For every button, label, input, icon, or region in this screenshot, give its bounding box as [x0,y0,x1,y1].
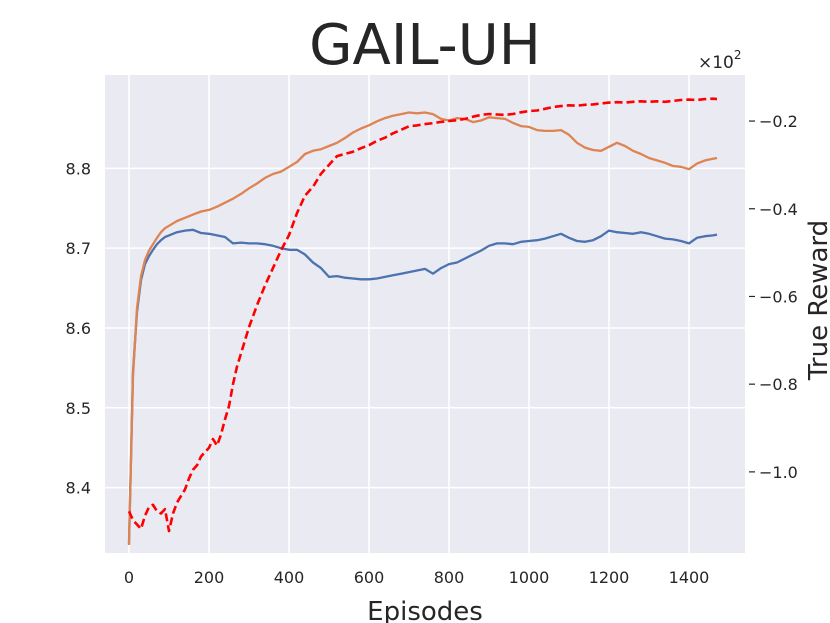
x-tick-label: 800 [434,568,465,587]
plot-area [105,75,745,553]
right-y-tick-label: −0.2 [759,112,798,131]
x-tick-label: 600 [354,568,385,587]
x-tick-label: 0 [124,568,134,587]
left-y-tick-label: 8.5 [66,399,91,418]
right-axis-multiplier-base: ×10 [698,53,734,73]
right-y-tick-label: −0.6 [759,287,798,306]
right-y-tick-label: −0.8 [759,375,798,394]
right-axis-multiplier-exponent: 2 [734,48,742,62]
x-tick-label: 200 [194,568,225,587]
x-tick-label: 1000 [509,568,550,587]
left-y-tick-label: 8.6 [66,319,91,338]
series-line-1 [127,228,718,544]
left-y-tick-label: 8.7 [66,239,91,258]
grid-lines [105,75,745,553]
x-tick-label: 400 [274,568,305,587]
chart-title: GAIL-UH [309,13,541,78]
series-line-3 [127,97,718,533]
x-tick-label: 1200 [589,568,630,587]
right-y-tick-label: −0.4 [759,200,798,219]
x-tick-label: 1400 [669,568,710,587]
right-y-tick-label: −1.0 [759,463,798,482]
left-y-tick-label: 8.4 [66,479,91,498]
series-line-2 [127,111,718,546]
x-axis-label: Episodes [367,597,483,623]
series-layer [127,97,718,546]
left-y-tick-label: 8.8 [66,159,91,178]
tick-labels: 0 200 400 600 800 1000 1200 1400 8.4 8.5 8.6 8.7 8.8… [66,112,798,587]
right-axis-multiplier: ×102 [698,48,742,73]
right-axis-label: True Reward [804,220,830,381]
